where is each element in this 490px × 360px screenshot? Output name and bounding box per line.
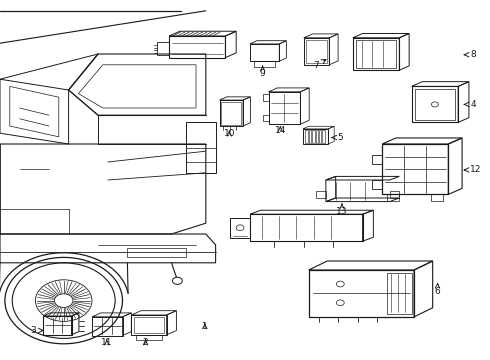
Bar <box>415 89 455 120</box>
Bar <box>390 191 399 198</box>
Bar <box>322 130 325 143</box>
Text: 1: 1 <box>202 323 208 331</box>
Bar <box>43 316 72 335</box>
Bar <box>134 317 164 333</box>
Bar <box>304 38 329 65</box>
Bar <box>316 130 318 143</box>
Bar <box>303 129 328 144</box>
Bar <box>127 248 186 257</box>
Bar <box>131 315 167 335</box>
Bar <box>186 122 216 173</box>
Bar <box>263 94 269 101</box>
Text: 9: 9 <box>260 66 266 78</box>
Bar <box>356 40 396 68</box>
Bar <box>353 38 399 70</box>
Text: 11: 11 <box>101 338 113 347</box>
Bar <box>309 130 311 143</box>
Text: 8: 8 <box>465 50 476 59</box>
Bar <box>263 115 269 121</box>
Text: 4: 4 <box>465 100 476 109</box>
Bar <box>136 335 162 340</box>
Bar <box>372 180 382 189</box>
Bar <box>372 155 382 164</box>
Bar <box>221 102 241 125</box>
Bar <box>387 194 399 201</box>
Bar <box>169 36 225 58</box>
Text: 3: 3 <box>30 326 43 335</box>
Text: 2: 2 <box>143 338 148 347</box>
Bar <box>250 44 279 61</box>
Bar <box>250 214 363 241</box>
Text: 13: 13 <box>336 204 348 216</box>
Bar <box>316 191 326 198</box>
Bar <box>412 86 458 122</box>
Bar <box>92 317 122 336</box>
Bar <box>312 130 315 143</box>
Bar <box>220 100 243 126</box>
Bar <box>254 61 275 67</box>
Bar <box>306 40 327 63</box>
Text: 7: 7 <box>313 59 326 70</box>
Text: 5: 5 <box>332 133 343 142</box>
Bar <box>269 92 300 124</box>
Text: 6: 6 <box>435 284 441 296</box>
Bar <box>157 42 169 55</box>
Text: 12: 12 <box>465 165 482 174</box>
Bar <box>319 130 321 143</box>
Bar <box>382 144 448 194</box>
Bar <box>305 130 308 143</box>
Bar <box>387 273 412 314</box>
Bar <box>230 218 250 238</box>
Bar <box>431 194 443 201</box>
Text: 10: 10 <box>223 129 235 138</box>
Text: 14: 14 <box>274 126 286 135</box>
